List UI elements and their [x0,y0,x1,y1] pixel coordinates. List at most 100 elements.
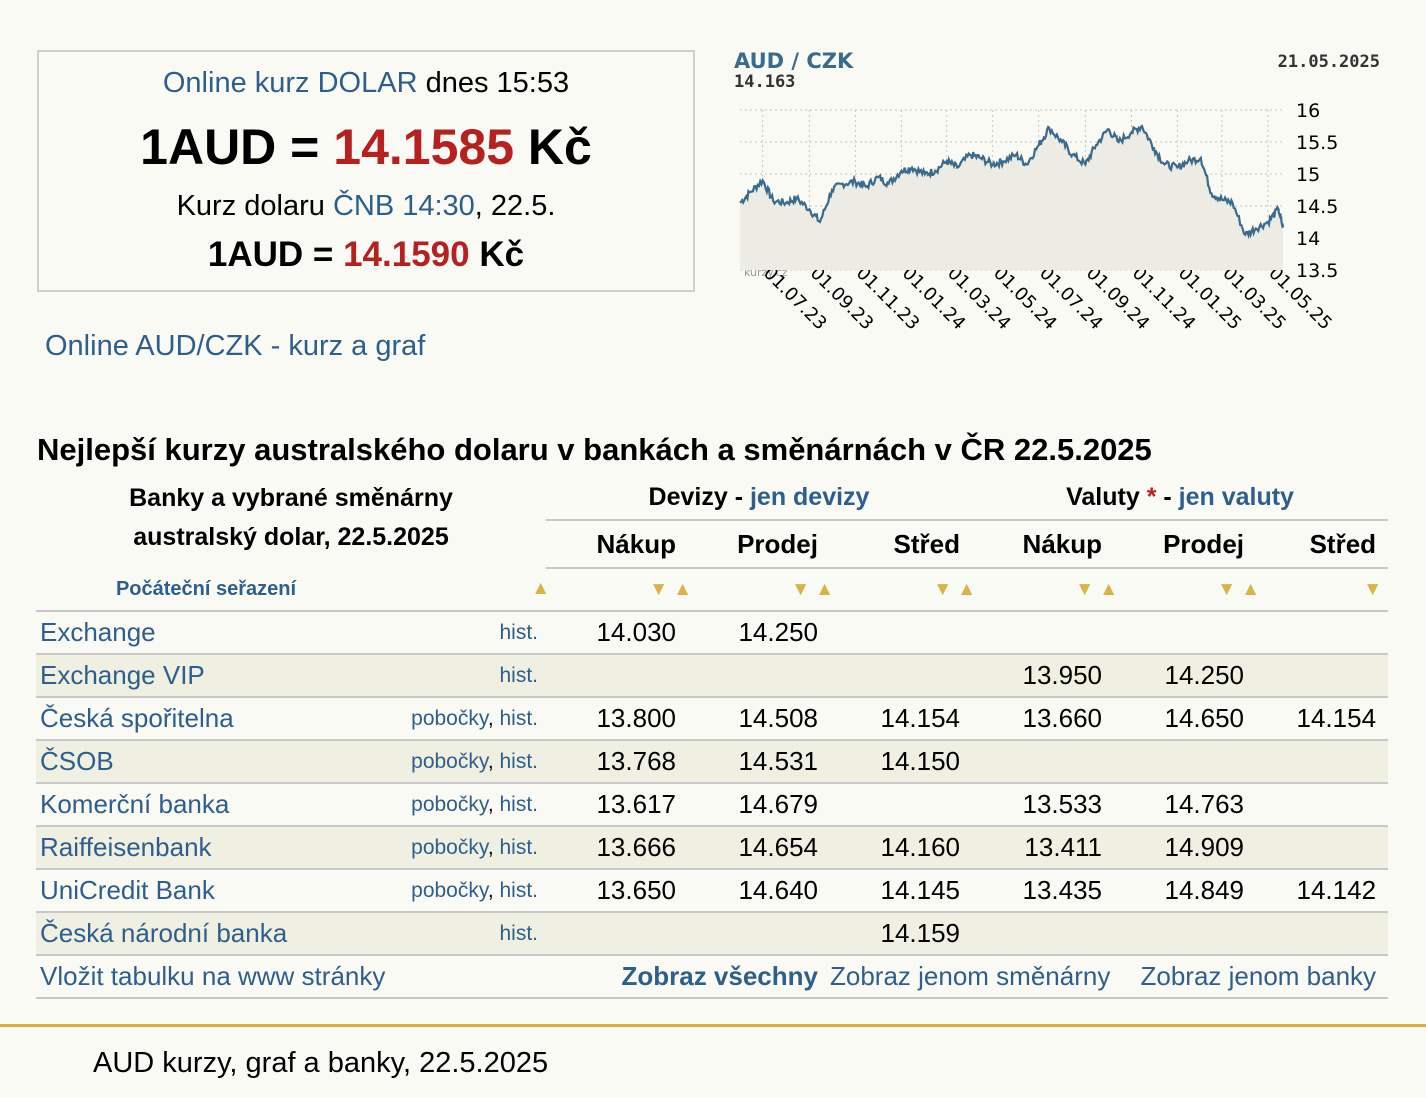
show-exchanges-link[interactable]: Zobraz jenom směnárny [830,961,1111,991]
initial-sort-link[interactable]: Počáteční seřazení [115,577,297,600]
table-row: UniCredit Bank pobočky, hist. 13.650 14.640… [36,869,1389,913]
online-rate-line: Online kurz DOLAR dnes 15:53 [39,67,693,100]
bank-name-link[interactable]: Komerční banka [40,789,230,819]
bank-name-link[interactable]: Raiffeisenbank [40,832,212,862]
sort-down-icon[interactable]: ▼ [1075,579,1095,600]
rate-cell: 14.150 [830,740,973,784]
chart-svg: AUD / CZK 14.163 21.05.2025 AUD / CZK ku… [734,49,1380,334]
aud-czk-chart[interactable]: AUD / CZK 14.163 21.05.2025 AUD / CZK ku… [730,40,1410,370]
sort-up-icon[interactable]: ▲ [1241,579,1261,600]
sort-up-icon[interactable]: ▲ [957,579,977,600]
history-link[interactable]: hist. [499,792,538,816]
rate-cell: 14.679 [688,783,830,827]
rate-cell: 14.154 [1256,697,1389,741]
show-all-link[interactable]: Zobraz všechny [621,961,818,991]
link-separator: , [487,835,500,859]
rate-cell [1256,654,1389,698]
valuty-filter-link[interactable]: jen valuty [1178,482,1294,511]
embed-table-link[interactable]: Vložit tabulku na www stránky [40,961,386,991]
online-rate-value-line: 1AUD = 14.1585 Kč [39,118,693,176]
valuty-star: * [1146,482,1157,511]
table-row: Česká národní banka hist. 14.159 [36,912,1389,956]
rate-cell: 13.617 [546,783,688,827]
rate-cell [1256,826,1389,870]
online-rate-link[interactable]: Online kurz DOLAR [162,67,418,99]
bank-name-link[interactable]: Exchange VIP [40,660,205,690]
rate-cell [1114,611,1257,655]
online-aud-czk-link[interactable]: Online AUD/CZK - kurz a graf [45,330,426,362]
rate-cell: 14.159 [830,912,973,956]
bank-name-link[interactable]: ČSOB [40,746,114,776]
sort-down-icon[interactable]: ▼ [933,579,953,600]
sort-up-icon[interactable]: ▲ [673,579,692,600]
table-row: Česká spořitelna pobočky, hist. 13.800 14.5… [36,697,1389,741]
branches-link[interactable]: pobočky [411,749,488,773]
cnb-rate-pre: Kurz dolaru [176,190,333,222]
link-separator: , [487,792,500,816]
chart-y-tick-label: 14.5 [1296,196,1338,218]
rate-cell: 13.660 [972,697,1115,741]
chart-y-tick-label: 15 [1296,164,1320,186]
sort-down-icon[interactable]: ▼ [791,579,810,600]
cnb-rate-value-line: 1AUD = 14.1590 Kč [39,235,693,275]
online-rate-box: Online kurz DOLAR dnes 15:53 1AUD = 14.1… [37,50,695,292]
rate-cell: 13.950 [972,654,1115,698]
bank-name-link[interactable]: Česká národní banka [40,918,288,948]
history-link[interactable]: hist. [499,706,538,730]
sort-down-icon[interactable]: ▼ [1363,579,1383,600]
col-devizy-mid: Střed [830,520,973,569]
history-link[interactable]: hist. [499,835,538,859]
rate-cell: 14.763 [1114,783,1257,827]
devizy-filter-link[interactable]: jen devizy [749,482,870,511]
sort-up-icon[interactable]: ▲ [531,578,550,599]
rate-cell: 14.030 [546,611,688,655]
chart-y-tick-label: 14 [1296,228,1320,250]
table-row: Komerční banka pobočky, hist. 13.617 14.679… [36,783,1389,827]
rate-cell [830,783,973,827]
table-row: Raiffeisenbank pobočky, hist. 13.666 14.654… [36,826,1389,870]
branches-link[interactable]: pobočky [411,878,488,902]
branches-link[interactable]: pobočky [411,835,488,859]
footer-text: AUD kurzy, graf a banky, 22.5.2025 [93,1047,549,1079]
valuty-label: Valuty [1066,482,1140,511]
col-devizy-buy: Nákup [546,520,688,569]
history-link[interactable]: hist. [499,663,538,687]
rate-cell [546,654,688,698]
table-header-label: Banky a vybrané směnárny australský dola… [36,475,546,568]
bank-name-link[interactable]: Exchange [40,617,156,647]
valuty-sep: - [1156,482,1179,511]
sort-down-icon[interactable]: ▼ [649,579,668,600]
branches-link[interactable]: pobočky [411,706,488,730]
table-row: Exchange VIP hist. 13.950 14.250 [36,654,1389,698]
link-separator: , [487,749,500,773]
bank-name-link[interactable]: UniCredit Bank [40,875,215,905]
cnb-rate-line: Kurz dolaru ČNB 14:30, 22.5. [39,190,693,223]
branches-link[interactable]: pobočky [411,792,488,816]
sort-row: Počáteční seřazení ▲ ▼ ▲ ▼ ▲ ▼ ▲ ▼ ▲ ▼ ▲ ▼ [36,568,1389,612]
col-devizy-sell: Prodej [688,520,830,569]
show-banks-link[interactable]: Zobraz jenom banky [1140,961,1377,991]
sort-down-icon[interactable]: ▼ [1217,579,1237,600]
devizy-group-header: Devizy - jen devizy [546,475,973,521]
history-link[interactable]: hist. [499,620,538,644]
footer-divider [0,1024,1426,1027]
rate-cell [972,912,1115,956]
cnb-rate-date: , 22.5. [474,190,556,222]
cnb-rate-link[interactable]: ČNB 14:30 [332,190,475,222]
rate-cell [1256,611,1389,655]
rate-cell: 14.250 [688,611,830,655]
rate-cell: 13.411 [972,826,1115,870]
col-valuty-mid: Střed [1256,520,1389,569]
rate-cell [688,912,830,956]
chart-y-ticks: 16 15.5 15 14.5 14 13.5 [1296,100,1338,282]
sort-up-icon[interactable]: ▲ [815,579,834,600]
rate-cell [972,611,1115,655]
rate-cell: 13.650 [546,869,688,913]
table-header-line2: australský dolar, 22.5.2025 [133,523,449,551]
history-link[interactable]: hist. [499,749,538,773]
history-link[interactable]: hist. [499,921,538,945]
sort-up-icon[interactable]: ▲ [1099,579,1119,600]
history-link[interactable]: hist. [499,878,538,902]
bank-name-link[interactable]: Česká spořitelna [40,703,234,733]
rate-cell: 14.531 [688,740,830,784]
